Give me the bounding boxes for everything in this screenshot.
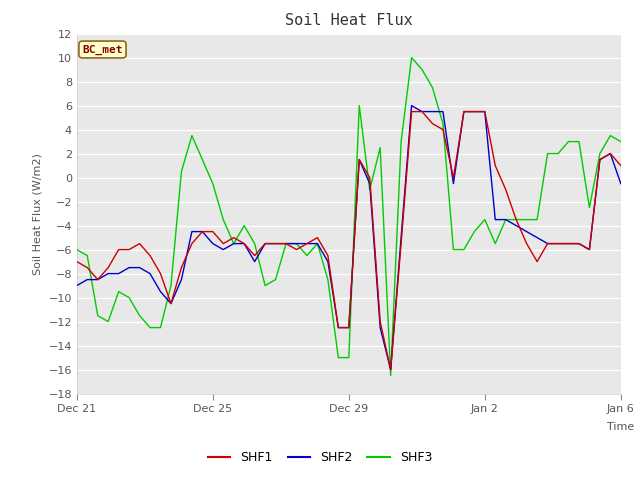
Title: Soil Heat Flux: Soil Heat Flux xyxy=(285,13,413,28)
Text: BC_met: BC_met xyxy=(82,44,123,55)
Legend: SHF1, SHF2, SHF3: SHF1, SHF2, SHF3 xyxy=(203,446,437,469)
X-axis label: Time: Time xyxy=(607,422,634,432)
Y-axis label: Soil Heat Flux (W/m2): Soil Heat Flux (W/m2) xyxy=(33,153,43,275)
